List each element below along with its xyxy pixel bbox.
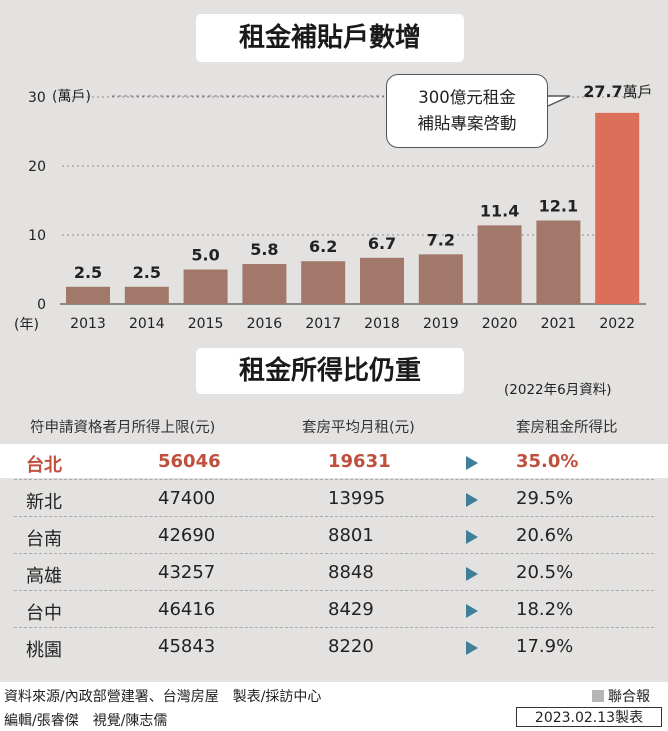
bar-2018 xyxy=(360,257,404,304)
date-stamp: 2023.02.13製表 xyxy=(516,707,662,727)
arrow-right-icon xyxy=(466,493,478,507)
rent-cell: 19631 xyxy=(328,451,391,472)
value-label: 7.2 xyxy=(427,230,455,249)
x-tick-label: 2017 xyxy=(305,316,341,332)
table-row: 台中 46416 8429 18.2% xyxy=(0,592,668,626)
row-separator xyxy=(14,479,654,480)
table-row: 高雄 43257 8848 20.5% xyxy=(0,555,668,589)
value-label: 2.5 xyxy=(74,263,102,282)
x-tick-label: 2021 xyxy=(541,316,577,332)
header-rent: 套房平均月租(元) xyxy=(302,420,415,436)
row-separator xyxy=(14,590,654,591)
income-cell: 45843 xyxy=(158,636,216,657)
bar-2013 xyxy=(66,286,110,304)
arrow-right-icon xyxy=(466,641,478,655)
value-label: 5.0 xyxy=(191,246,219,265)
brand-name: 聯合報 xyxy=(608,689,650,705)
city-cell: 台北 xyxy=(26,455,62,476)
bar-2015 xyxy=(183,269,228,304)
city-cell: 高雄 xyxy=(26,566,62,587)
bar-2017 xyxy=(301,261,346,304)
infographic-panel: 租金補貼戶數增 0 10 20 30 2013 2.5 2014 2.5 2015 5.0 2016… xyxy=(0,0,668,682)
income-cell: 42690 xyxy=(158,525,216,546)
value-label: 12.1 xyxy=(539,197,578,216)
y-tick-label: 0 xyxy=(37,297,46,313)
income-cell: 46416 xyxy=(158,599,216,620)
table-title: 租金所得比仍重 xyxy=(196,348,464,394)
chart-title: 租金補貼戶數增 xyxy=(196,14,464,62)
city-cell: 台中 xyxy=(26,603,62,624)
y-tick-label: 10 xyxy=(28,228,46,244)
x-tick-label: 2020 xyxy=(482,316,518,332)
bar-2021 xyxy=(536,220,581,304)
value-label: 6.2 xyxy=(309,237,337,256)
row-separator xyxy=(14,516,654,517)
x-tick-label: 2019 xyxy=(423,316,459,332)
value-label: 11.4 xyxy=(480,201,519,220)
x-axis-label: (年) xyxy=(14,317,39,333)
row-separator xyxy=(14,553,654,554)
rent-cell: 8801 xyxy=(328,525,374,546)
annotation-callout: 300億元租金 補貼專案啓動 xyxy=(386,74,548,148)
row-separator xyxy=(14,627,654,628)
y-tick-label: 20 xyxy=(28,159,46,175)
source-credit: 資料來源/內政部營建署、台灣房屋 製表/採訪中心 xyxy=(4,689,322,705)
table-header: 符申請資格者月所得上限(元) 套房平均月租(元) 套房租金所得比 xyxy=(0,410,668,444)
rent-cell: 8429 xyxy=(328,599,374,620)
header-income: 符申請資格者月所得上限(元) xyxy=(30,420,216,436)
city-cell: 桃園 xyxy=(26,640,62,661)
ratio-cell: 18.2% xyxy=(516,599,574,620)
value-label: 5.8 xyxy=(250,240,278,259)
bar-2019 xyxy=(418,254,463,304)
ratio-cell: 29.5% xyxy=(516,488,574,509)
income-cell: 56046 xyxy=(158,451,221,472)
bar-2022 xyxy=(595,112,640,305)
value-label: 6.7 xyxy=(368,234,396,253)
arrow-right-icon xyxy=(466,456,478,470)
x-tick-label: 2013 xyxy=(70,316,106,332)
bar-2014 xyxy=(124,286,169,304)
x-tick-label: 2018 xyxy=(364,316,400,332)
bar-2016 xyxy=(242,263,287,304)
bar-2020 xyxy=(477,225,522,304)
value-label: 27.7萬戶 xyxy=(583,82,653,101)
x-tick-label: 2022 xyxy=(599,316,635,332)
callout-pointer xyxy=(547,95,571,107)
y-tick-label: 30 xyxy=(28,90,46,106)
table-row: 台南 42690 8801 20.6% xyxy=(0,518,668,552)
y-axis-label: (萬戶) xyxy=(52,89,91,105)
value-label: 2.5 xyxy=(133,263,161,282)
editor-credit: 編輯/張睿傑 視覺/陳志儒 xyxy=(4,713,168,729)
arrow-right-icon xyxy=(466,530,478,544)
table-row: 新北 47400 13995 29.5% xyxy=(0,481,668,515)
annotation-line-2: 補貼專案啓動 xyxy=(417,114,517,133)
arrow-right-icon xyxy=(466,604,478,618)
ratio-cell: 20.5% xyxy=(516,562,574,583)
x-tick-label: 2014 xyxy=(129,316,165,332)
value-unit: 萬戶 xyxy=(623,83,653,101)
income-cell: 47400 xyxy=(158,488,216,509)
x-tick-label: 2016 xyxy=(247,316,283,332)
ratio-cell: 35.0% xyxy=(516,451,579,472)
city-cell: 台南 xyxy=(26,529,62,550)
annotation-line-1: 300億元租金 xyxy=(418,88,516,107)
table-row: 桃園 45843 8220 17.9% xyxy=(0,629,668,663)
arrow-right-icon xyxy=(466,567,478,581)
city-cell: 新北 xyxy=(26,492,62,513)
bar-chart: 0 10 20 30 2013 2.5 2014 2.5 2015 5.0 2016 5.8 2017 6… xyxy=(14,82,653,333)
table-row: 台北 56046 19631 35.0% xyxy=(0,444,668,478)
rent-cell: 8220 xyxy=(328,636,374,657)
x-tick-label: 2015 xyxy=(188,316,224,332)
rent-cell: 13995 xyxy=(328,488,386,509)
rent-cell: 8848 xyxy=(328,562,374,583)
income-cell: 43257 xyxy=(158,562,216,583)
brand-label: 聯合報 xyxy=(592,686,650,706)
ratio-cell: 20.6% xyxy=(516,525,574,546)
data-date-note: (2022年6月資料) xyxy=(504,382,612,398)
ratio-cell: 17.9% xyxy=(516,636,574,657)
header-ratio: 套房租金所得比 xyxy=(516,420,618,436)
brand-square-icon xyxy=(592,690,604,702)
